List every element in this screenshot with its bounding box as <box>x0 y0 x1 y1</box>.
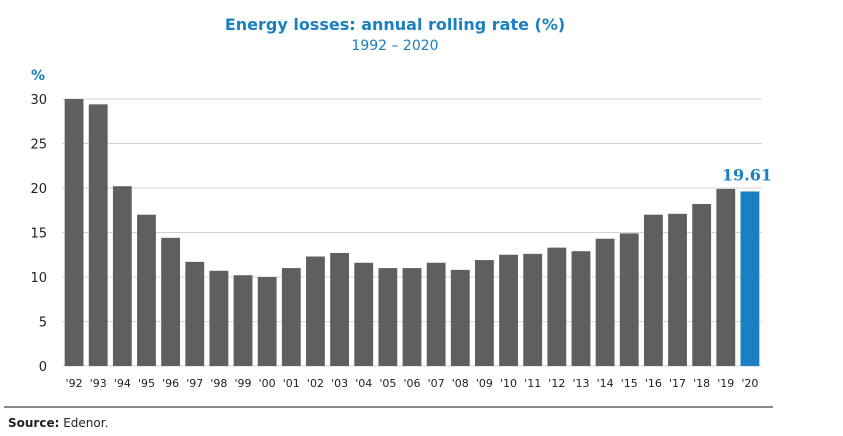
highlighted-bar <box>740 191 760 366</box>
x-tick-label: '00 <box>259 377 276 390</box>
chart-title: Energy losses: annual rolling rate (%) <box>224 15 566 34</box>
x-tick-label: '11 <box>524 377 541 390</box>
x-tick-label: '93 <box>90 377 107 390</box>
bar <box>354 262 374 366</box>
x-tick-label: '10 <box>500 377 517 390</box>
y-axis-unit-label: % <box>31 68 45 84</box>
bar <box>378 268 398 366</box>
bar <box>64 99 84 366</box>
bar <box>595 238 615 366</box>
bars: 19.61 <box>64 99 772 366</box>
bar <box>619 233 639 366</box>
x-tick-label: '96 <box>162 377 179 390</box>
x-tick-label: '15 <box>621 377 638 390</box>
data-label: 19.61 <box>722 165 772 184</box>
x-tick-label: '03 <box>331 377 348 390</box>
source-text: Edenor. <box>59 416 109 430</box>
bar <box>257 277 277 366</box>
x-tick-label: '09 <box>476 377 493 390</box>
bar <box>716 188 736 366</box>
bar <box>88 104 108 366</box>
y-tick-label: 0 <box>39 360 47 375</box>
x-tick-label: '05 <box>379 377 396 390</box>
x-tick-label: '06 <box>403 377 420 390</box>
x-tick-label: '98 <box>210 377 227 390</box>
bar <box>426 262 446 366</box>
bar <box>523 253 543 366</box>
bar <box>209 270 229 366</box>
bar <box>692 204 712 366</box>
x-tick-label: '12 <box>548 377 565 390</box>
x-tick-label: '17 <box>669 377 686 390</box>
x-tick-label: '04 <box>355 377 372 390</box>
bar <box>499 254 518 366</box>
bar <box>281 268 301 366</box>
x-tick-label: '01 <box>283 377 300 390</box>
bar <box>233 275 253 366</box>
bar <box>185 261 205 366</box>
x-tick-label: '08 <box>452 377 469 390</box>
bar <box>137 214 156 366</box>
bar <box>112 186 132 366</box>
y-tick-label: 10 <box>30 271 47 286</box>
bar <box>450 269 470 366</box>
source-note: Source: Edenor. <box>8 416 108 430</box>
bar <box>402 268 422 366</box>
y-tick-label: 20 <box>30 182 47 197</box>
x-tick-label: '99 <box>235 377 252 390</box>
bar <box>643 214 663 366</box>
x-tick-label: '07 <box>428 377 445 390</box>
bar <box>161 237 181 366</box>
x-tick-label: '18 <box>693 377 710 390</box>
x-tick-labels: '92 '93 '94 '95 '96 '97 '98 '99 '00 '01 '02 '03 '04 '… <box>66 377 759 390</box>
bar <box>330 252 349 366</box>
source-label: Source: <box>8 416 60 430</box>
x-tick-label: '95 <box>138 377 155 390</box>
x-tick-label: '13 <box>572 377 589 390</box>
bar <box>547 247 567 366</box>
x-tick-label: '20 <box>741 377 758 390</box>
y-tick-label: 15 <box>30 227 47 242</box>
y-tick-label: 5 <box>39 316 47 331</box>
bar <box>475 260 494 366</box>
y-tick-label: 30 <box>30 93 47 108</box>
x-tick-label: '97 <box>186 377 203 390</box>
x-tick-label: '94 <box>114 377 131 390</box>
x-tick-label: '14 <box>597 377 614 390</box>
y-tick-label: 25 <box>30 138 47 153</box>
x-tick-label: '16 <box>645 377 662 390</box>
bar <box>571 251 591 366</box>
x-tick-label: '19 <box>717 377 734 390</box>
bar <box>668 213 687 366</box>
x-tick-label: '02 <box>307 377 324 390</box>
y-tick-labels: 0 5 10 15 20 25 30 <box>30 93 47 375</box>
x-tick-label: '92 <box>66 377 83 390</box>
chart-subtitle: 1992 – 2020 <box>351 38 439 54</box>
bar <box>306 256 325 366</box>
